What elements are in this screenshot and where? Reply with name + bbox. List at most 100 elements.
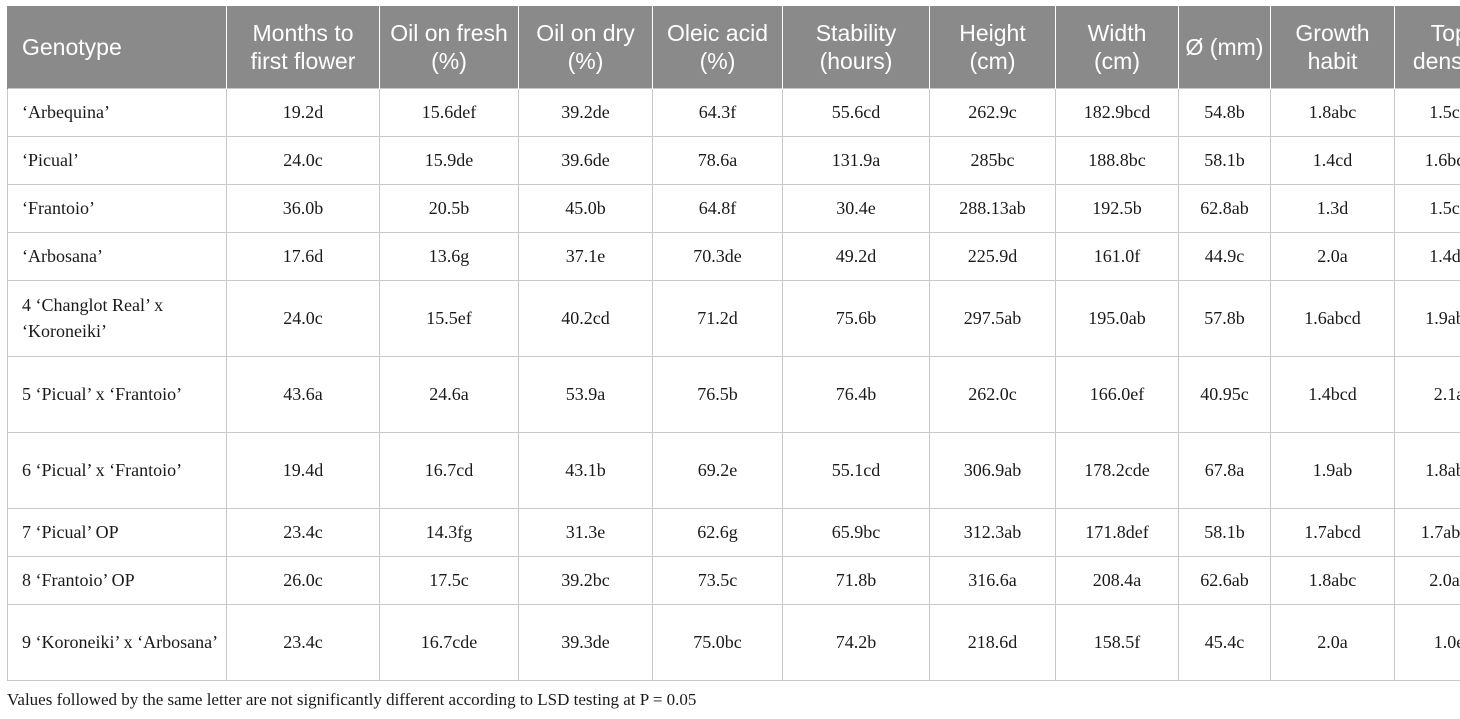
cell-months-to-first-flower: 43.6a	[226, 355, 380, 433]
cell-genotype: ‘Picual’	[7, 135, 227, 185]
cell-oil-on-dry: 39.2bc	[518, 555, 653, 605]
cell-genotype: 9 ‘Koroneiki’ x ‘Arbosana’	[7, 603, 227, 681]
cell-diameter: 58.1b	[1178, 135, 1271, 185]
footnote: Values followed by the same letter are n…	[7, 690, 697, 709]
cell-genotype: ‘Frantoio’	[7, 183, 227, 233]
cell-top-density: 1.8abc	[1394, 431, 1460, 509]
cell-height: 225.9d	[929, 231, 1056, 281]
cell-stability: 55.1cd	[782, 431, 930, 509]
header-months-to-first-flower: Months to first flower	[226, 6, 380, 88]
cell-oil-on-dry: 45.0b	[518, 183, 653, 233]
cell-oil-on-dry: 53.9a	[518, 355, 653, 433]
cell-oil-on-dry: 40.2cd	[518, 279, 653, 357]
cell-oil-on-fresh: 20.5b	[379, 183, 519, 233]
cell-top-density: 1.6bcd	[1394, 135, 1460, 185]
cell-oil-on-dry: 39.2de	[518, 87, 653, 137]
cell-oleic-acid: 78.6a	[652, 135, 783, 185]
cell-oil-on-fresh: 15.6def	[379, 87, 519, 137]
cell-oil-on-dry: 39.3de	[518, 603, 653, 681]
cell-oleic-acid: 62.6g	[652, 507, 783, 557]
cell-diameter: 40.95c	[1178, 355, 1271, 433]
cell-width: 158.5f	[1055, 603, 1179, 681]
cell-genotype: 8 ‘Frantoio’ OP	[7, 555, 227, 605]
cell-oil-on-fresh: 14.3fg	[379, 507, 519, 557]
cell-stability: 76.4b	[782, 355, 930, 433]
cell-genotype: 6 ‘Picual’ x ‘Frantoio’	[7, 431, 227, 509]
cell-stability: 131.9a	[782, 135, 930, 185]
table-row: 6 ‘Picual’ x ‘Frantoio’ 19.4d 16.7cd 43.1b 6…	[7, 431, 1460, 509]
cell-growth-habit: 1.3d	[1270, 183, 1395, 233]
cell-height: 262.0c	[929, 355, 1056, 433]
cell-growth-habit: 2.0a	[1270, 603, 1395, 681]
header-height: Height (cm)	[929, 6, 1056, 88]
cell-oleic-acid: 71.2d	[652, 279, 783, 357]
cell-growth-habit: 1.7abcd	[1270, 507, 1395, 557]
cell-stability: 49.2d	[782, 231, 930, 281]
cell-height: 262.9c	[929, 87, 1056, 137]
cell-stability: 65.9bc	[782, 507, 930, 557]
table-row: 7 ‘Picual’ OP 23.4c 14.3fg 31.3e 62.6g 65.9bc…	[7, 507, 1460, 557]
cell-oil-on-fresh: 16.7cd	[379, 431, 519, 509]
cell-oil-on-fresh: 15.9de	[379, 135, 519, 185]
header-oil-on-dry: Oil on dry (%)	[518, 6, 653, 88]
header-row: Genotype Months to first flower Oil on f…	[7, 6, 1460, 88]
cell-width: 161.0f	[1055, 231, 1179, 281]
cell-genotype: 7 ‘Picual’ OP	[7, 507, 227, 557]
cell-oil-on-fresh: 15.5ef	[379, 279, 519, 357]
cell-oleic-acid: 75.0bc	[652, 603, 783, 681]
cell-diameter: 44.9c	[1178, 231, 1271, 281]
cell-months-to-first-flower: 19.4d	[226, 431, 380, 509]
cell-top-density: 2.0ab	[1394, 555, 1460, 605]
cell-months-to-first-flower: 24.0c	[226, 135, 380, 185]
cell-oil-on-dry: 31.3e	[518, 507, 653, 557]
table-row: 4 ‘Changlot Real’ x ‘Koroneiki’ 24.0c 15.5…	[7, 279, 1460, 357]
cell-growth-habit: 1.9ab	[1270, 431, 1395, 509]
cell-stability: 71.8b	[782, 555, 930, 605]
table-row: 9 ‘Koroneiki’ x ‘Arbosana’ 23.4c 16.7cde 39…	[7, 603, 1460, 681]
header-oleic-acid: Oleic acid (%)	[652, 6, 783, 88]
cell-diameter: 57.8b	[1178, 279, 1271, 357]
cell-oleic-acid: 69.2e	[652, 431, 783, 509]
cell-width: 188.8bc	[1055, 135, 1179, 185]
cell-genotype: 5 ‘Picual’ x ‘Frantoio’	[7, 355, 227, 433]
header-diameter: Ø (mm)	[1178, 6, 1271, 88]
cell-top-density: 1.7abcd	[1394, 507, 1460, 557]
cell-height: 285bc	[929, 135, 1056, 185]
cell-oil-on-dry: 37.1e	[518, 231, 653, 281]
cell-stability: 55.6cd	[782, 87, 930, 137]
cell-width: 208.4a	[1055, 555, 1179, 605]
genotype-traits-table: Genotype Months to first flower Oil on f…	[7, 6, 1460, 681]
cell-width: 166.0ef	[1055, 355, 1179, 433]
cell-oil-on-dry: 43.1b	[518, 431, 653, 509]
cell-diameter: 62.6ab	[1178, 555, 1271, 605]
cell-genotype: ‘Arbosana’	[7, 231, 227, 281]
cell-growth-habit: 1.8abc	[1270, 555, 1395, 605]
table-row: ‘Picual’ 24.0c 15.9de 39.6de 78.6a 131.9a 285b…	[7, 135, 1460, 185]
cell-genotype: 4 ‘Changlot Real’ x ‘Koroneiki’	[7, 279, 227, 357]
cell-top-density: 1.5cd	[1394, 87, 1460, 137]
header-oil-on-fresh: Oil on fresh (%)	[379, 6, 519, 88]
table-row: ‘Arbosana’ 17.6d 13.6g 37.1e 70.3de 49.2d 225.…	[7, 231, 1460, 281]
header-growth-habit: Growth habit	[1270, 6, 1395, 88]
table-row: 8 ‘Frantoio’ OP 26.0c 17.5c 39.2bc 73.5c 71.8…	[7, 555, 1460, 605]
cell-oleic-acid: 76.5b	[652, 355, 783, 433]
cell-months-to-first-flower: 17.6d	[226, 231, 380, 281]
cell-months-to-first-flower: 36.0b	[226, 183, 380, 233]
cell-growth-habit: 2.0a	[1270, 231, 1395, 281]
header-genotype: Genotype	[7, 6, 227, 88]
cell-width: 195.0ab	[1055, 279, 1179, 357]
cell-months-to-first-flower: 23.4c	[226, 507, 380, 557]
cell-height: 288.13ab	[929, 183, 1056, 233]
cell-months-to-first-flower: 24.0c	[226, 279, 380, 357]
cell-genotype: ‘Arbequina’	[7, 87, 227, 137]
header-width: Width (cm)	[1055, 6, 1179, 88]
data-table-container: Genotype Months to first flower Oil on f…	[7, 6, 1460, 681]
cell-oil-on-fresh: 16.7cde	[379, 603, 519, 681]
cell-stability: 30.4e	[782, 183, 930, 233]
cell-oil-on-fresh: 17.5c	[379, 555, 519, 605]
cell-growth-habit: 1.6abcd	[1270, 279, 1395, 357]
cell-top-density: 1.4de	[1394, 231, 1460, 281]
cell-diameter: 67.8a	[1178, 431, 1271, 509]
cell-top-density: 1.9abc	[1394, 279, 1460, 357]
cell-width: 192.5b	[1055, 183, 1179, 233]
